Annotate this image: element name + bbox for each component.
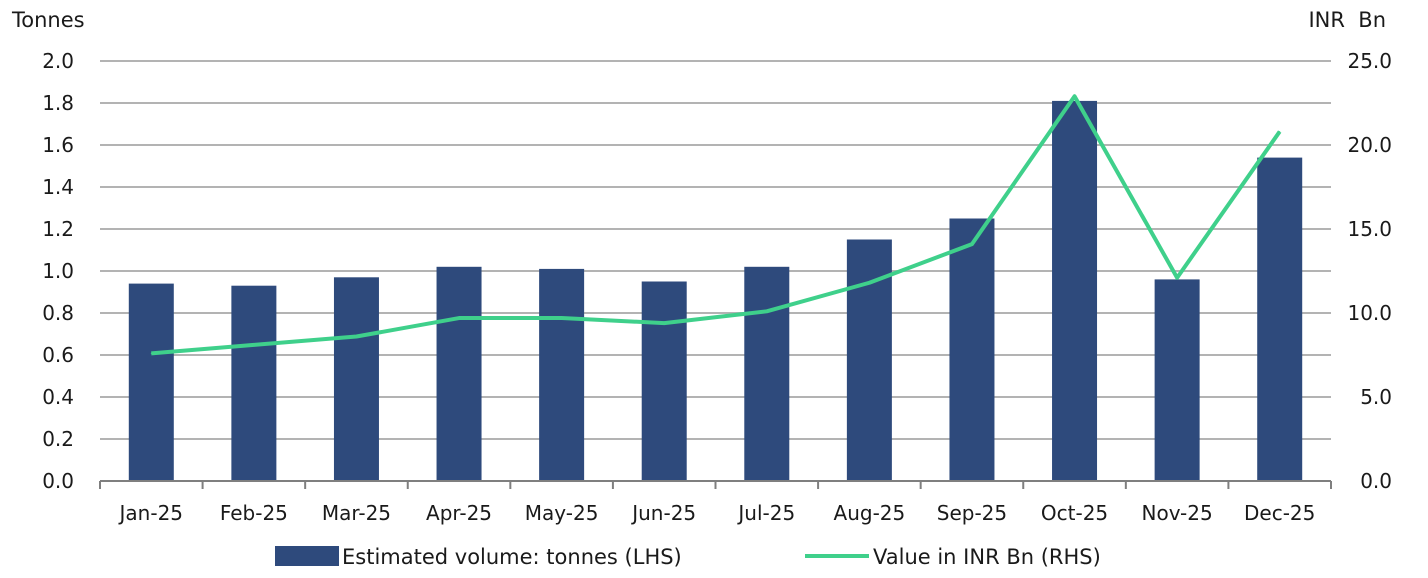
line-point — [1074, 95, 1076, 97]
x-tick-label: Feb-25 — [220, 501, 288, 525]
x-tick-label: Dec-25 — [1244, 501, 1315, 525]
bar — [846, 239, 892, 481]
bar — [641, 281, 687, 481]
left-tick-label: 1.0 — [42, 259, 74, 283]
bar — [539, 268, 585, 481]
value-line — [151, 94, 1282, 356]
legend-line-label: Value in INR Bn (RHS) — [873, 545, 1101, 569]
bar — [1154, 279, 1200, 481]
x-tick-label: Mar-25 — [322, 501, 391, 525]
axes: 0.0 0.2 0.4 0.6 0.8 1.0 1.2 1.4 1.6 1.8 2.0 0.0 5.0 1… — [42, 49, 1392, 525]
gridlines — [100, 60, 1331, 440]
right-tick-label: 25.0 — [1347, 49, 1392, 73]
line-point — [766, 310, 768, 312]
line-point — [663, 322, 665, 324]
bar — [949, 218, 995, 481]
bar — [1257, 157, 1303, 481]
line-point — [458, 317, 460, 319]
line-series — [150, 94, 1282, 356]
bar — [436, 266, 482, 481]
legend: Estimated volume: tonnes (LHS) Value in … — [275, 545, 1101, 569]
x-tick-label: Oct-25 — [1041, 501, 1108, 525]
line-point — [355, 336, 357, 338]
x-tick-label: Jul-25 — [736, 501, 795, 525]
x-tick-label: Jun-25 — [630, 501, 696, 525]
left-tick-label: 1.4 — [42, 175, 74, 199]
x-tick-label: Apr-25 — [426, 501, 492, 525]
left-tick-label: 0.2 — [42, 427, 74, 451]
bar-series — [128, 100, 1303, 482]
right-tick-label: 0.0 — [1360, 469, 1392, 493]
bar — [744, 266, 790, 481]
line-point — [561, 317, 563, 319]
bar — [333, 277, 379, 481]
x-tick-label: Nov-25 — [1142, 501, 1213, 525]
x-tick-label: Jan-25 — [118, 501, 184, 525]
left-tick-label: 1.6 — [42, 133, 74, 157]
bar — [128, 283, 174, 481]
right-tick-label: 15.0 — [1347, 217, 1392, 241]
line-point — [971, 243, 973, 245]
right-axis-title: INR Bn — [1308, 8, 1386, 32]
right-tick-label: 10.0 — [1347, 301, 1392, 325]
left-tick-label: 0.6 — [42, 343, 74, 367]
line-point — [1279, 131, 1281, 133]
right-tick-label: 20.0 — [1347, 133, 1392, 157]
x-tick-label: Sep-25 — [937, 501, 1007, 525]
right-tick-label: 5.0 — [1360, 385, 1392, 409]
left-axis-title: Tonnes — [11, 8, 85, 32]
legend-bar-label: Estimated volume: tonnes (LHS) — [342, 545, 682, 569]
line-point — [1176, 277, 1178, 279]
legend-bar-swatch — [275, 546, 339, 566]
left-tick-label: 0.4 — [42, 385, 74, 409]
left-tick-label: 1.8 — [42, 91, 74, 115]
bar — [231, 285, 277, 481]
line-point — [253, 344, 255, 346]
left-tick-label: 0.0 — [42, 469, 74, 493]
left-tick-label: 2.0 — [42, 49, 74, 73]
line-point — [150, 352, 152, 354]
left-tick-label: 1.2 — [42, 217, 74, 241]
left-tick-label: 0.8 — [42, 301, 74, 325]
x-tick-label: May-25 — [525, 501, 599, 525]
x-tick-label: Aug-25 — [834, 501, 906, 525]
line-point — [868, 282, 870, 284]
bar — [1052, 100, 1098, 482]
